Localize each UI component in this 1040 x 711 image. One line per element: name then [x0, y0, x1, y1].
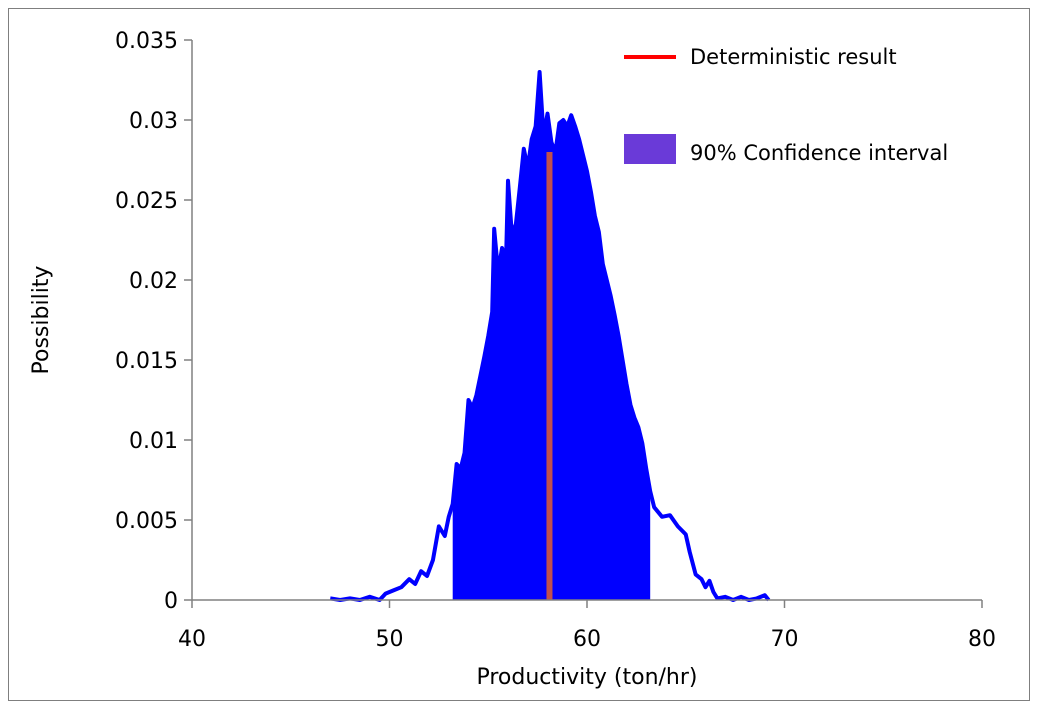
y-tick-label: 0 — [164, 589, 178, 614]
legend: Deterministic result 90% Confidence inter… — [624, 45, 948, 165]
plot-area — [329, 70, 771, 602]
legend-confidence-label: 90% Confidence interval — [690, 141, 948, 165]
y-tick-label: 0.005 — [115, 509, 178, 534]
x-tick-label: 50 — [376, 627, 404, 652]
x-tick-label: 80 — [968, 627, 996, 652]
legend-area-swatch — [624, 134, 676, 164]
x-tick-label: 40 — [178, 627, 206, 652]
y-tick-label: 0.02 — [129, 269, 178, 294]
y-tick-label: 0.01 — [129, 429, 178, 454]
y-tick-label: 0.035 — [115, 29, 178, 54]
distribution-line — [329, 70, 771, 602]
x-tick-label: 70 — [771, 627, 799, 652]
legend-deterministic-label: Deterministic result — [690, 45, 897, 69]
axes: 0 0.005 0.01 0.015 0.02 0.025 0.03 0.035 40 50 60 7… — [29, 29, 996, 690]
y-tick-label: 0.015 — [115, 349, 178, 374]
y-axis-title: Possibility — [29, 266, 54, 375]
x-tick-label: 60 — [573, 627, 601, 652]
y-tick-label: 0.03 — [129, 109, 178, 134]
x-axis-title: Productivity (ton/hr) — [476, 665, 697, 690]
y-tick-label: 0.025 — [115, 189, 178, 214]
